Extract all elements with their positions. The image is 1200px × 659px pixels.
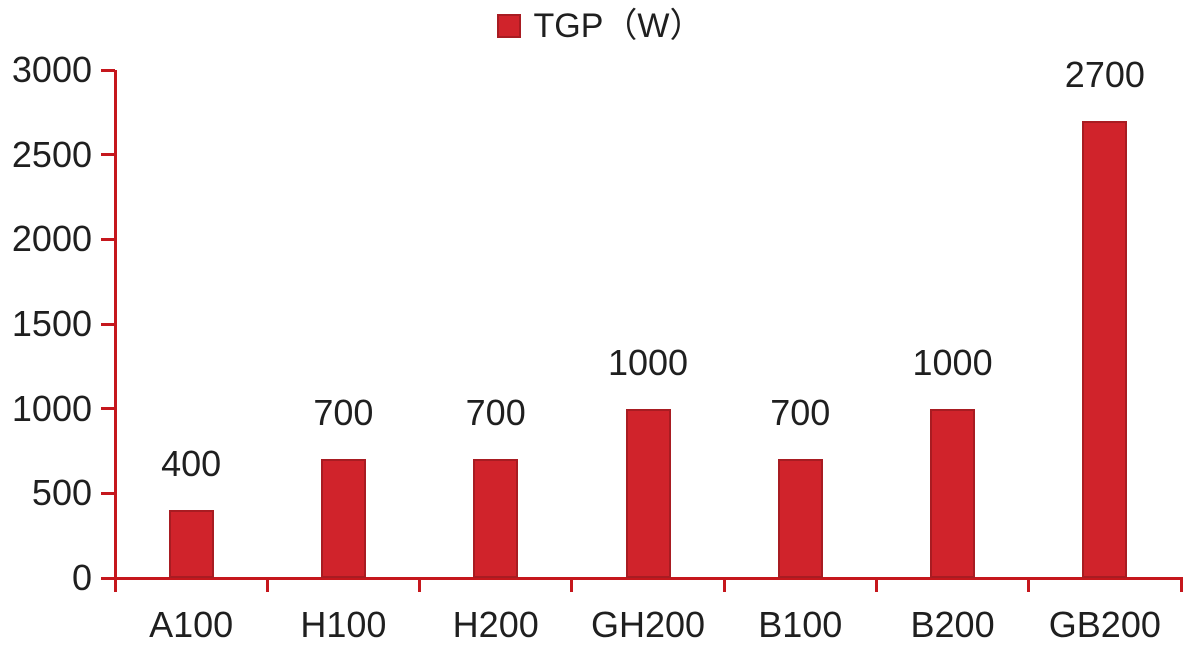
x-axis-label-h100: H100 [300,604,387,645]
value-label-h200: 700 [465,392,526,434]
y-axis-tick-label: 0 [71,557,92,598]
value-label-a100: 400 [161,443,222,485]
x-axis-label-b200: B200 [910,604,995,645]
y-axis-line [113,70,117,592]
y-axis-tick [101,322,115,326]
y-axis-tick [101,153,115,157]
bar-a100 [168,510,214,578]
bar-gb200 [1082,120,1128,578]
value-label-h100: 700 [313,392,374,434]
bar-h100 [320,459,366,578]
y-axis-tick [101,68,115,72]
y-axis-tick [101,491,115,495]
x-axis-tick [418,578,422,592]
value-label-gb200: 2700 [1064,53,1145,95]
value-label-b100: 700 [770,392,831,434]
bar-b200 [930,408,976,578]
y-axis-tick-label: 1500 [11,303,92,344]
x-axis-label-gh200: GH200 [590,604,706,645]
bar-b100 [777,459,823,578]
value-label-gh200: 1000 [607,341,689,383]
x-axis-label-b100: B100 [758,604,843,645]
x-axis-label-gb200: GB200 [1048,604,1161,645]
legend-label: TGP（W） [533,7,704,45]
x-axis-tick [1179,578,1183,592]
legend-swatch-icon [496,14,521,38]
y-axis-tick-label: 2500 [11,133,92,175]
y-axis-tick [101,407,115,411]
y-axis-tick-label: 500 [31,472,92,514]
y-axis-tick-label: 2000 [11,218,92,260]
value-label-b200: 1000 [912,341,993,383]
x-axis-tick [570,578,574,592]
x-axis-label-a100: A100 [149,604,234,645]
x-axis-label-h200: H200 [452,604,539,645]
y-axis-tick [101,576,115,580]
bar-h200 [473,459,519,578]
x-axis-line [113,576,1183,580]
x-axis-tick [874,578,878,592]
y-axis-tick [101,237,115,241]
y-axis-tick-label: 3000 [11,49,92,90]
y-axis-tick-label: 1000 [11,387,92,429]
x-axis-tick [113,578,117,592]
chart-legend: TGP（W） [0,6,1200,46]
x-axis-tick [722,578,726,592]
x-axis-tick [1027,578,1031,592]
x-axis-tick [265,578,269,592]
bar-gh200 [625,408,671,578]
